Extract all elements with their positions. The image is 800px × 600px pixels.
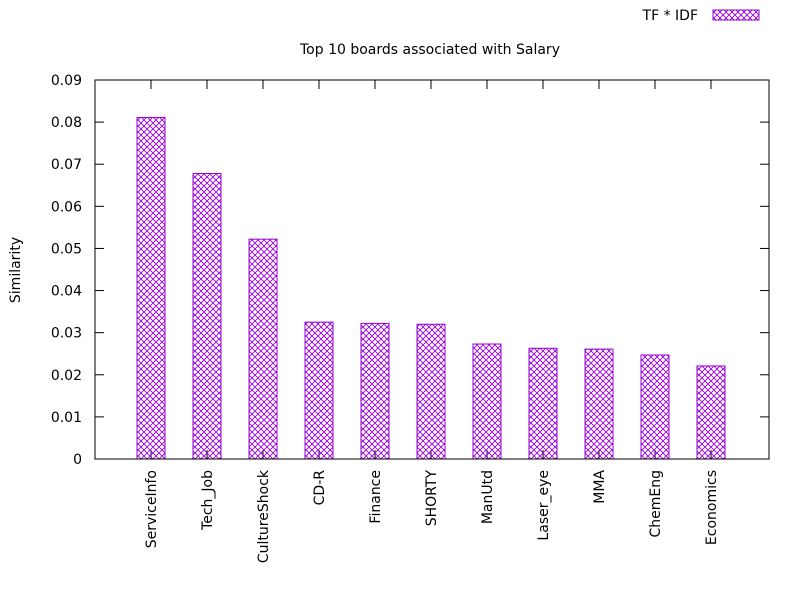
x-tick-label: CultureShock — [256, 469, 272, 563]
x-tick-label: Finance — [368, 470, 384, 524]
x-tick-label: ManUtd — [480, 470, 496, 524]
y-axis-label: Similarity — [8, 237, 24, 303]
y-tick-label: 0.08 — [51, 115, 82, 131]
plot-frame — [94, 79, 770, 460]
x-tick-label: ServiceInfo — [144, 470, 160, 548]
bar-mma — [584, 348, 614, 460]
bar-cultureshock — [248, 238, 278, 460]
y-tick-label: 0.09 — [51, 73, 82, 89]
x-tick-labels: ServiceInfo Tech_Job CultureShock CD-R Finan… — [144, 469, 720, 563]
bar-economics — [696, 365, 726, 460]
x-tick-label: Laser_eye — [536, 470, 552, 541]
x-tick-label: ChemEng — [648, 470, 664, 538]
bar-chemeng — [640, 354, 670, 460]
y-tick-label: 0.05 — [51, 241, 82, 257]
legend-swatch — [712, 9, 760, 21]
x-tick-label: Economics — [704, 470, 720, 545]
bar-finance — [360, 322, 390, 460]
y-tick-label: 0.03 — [51, 326, 82, 342]
bar-serviceinfo — [136, 116, 166, 460]
bar-shorty — [416, 323, 446, 460]
x-tick-label: SHORTY — [424, 470, 440, 527]
y-tick-label: 0.06 — [51, 199, 82, 215]
legend-label: TF * IDF — [642, 8, 698, 24]
bars — [136, 116, 726, 460]
bar-tech-job — [192, 172, 222, 460]
legend: TF * IDF — [642, 8, 760, 24]
y-tick-label: 0.04 — [51, 284, 82, 300]
x-tick-label: MMA — [592, 470, 608, 504]
x-tick-label: CD-R — [312, 470, 328, 506]
y-tick-label: 0.02 — [51, 368, 82, 384]
y-tick-label: 0 — [73, 452, 82, 468]
bar-manutd — [472, 343, 502, 460]
x-tick-label: Tech_Job — [200, 470, 216, 531]
bar-cd-r — [304, 321, 334, 460]
y-tick-label: 0.07 — [51, 157, 82, 173]
chart-title: Top 10 boards associated with Salary — [299, 42, 560, 58]
y-tick-label: 0.01 — [51, 410, 82, 426]
bar-laser-eye — [528, 347, 558, 460]
axis-ticks: 0 0.01 0.02 0.03 0.04 0.05 0.06 0.07 0.08 0.09 — [51, 73, 769, 468]
